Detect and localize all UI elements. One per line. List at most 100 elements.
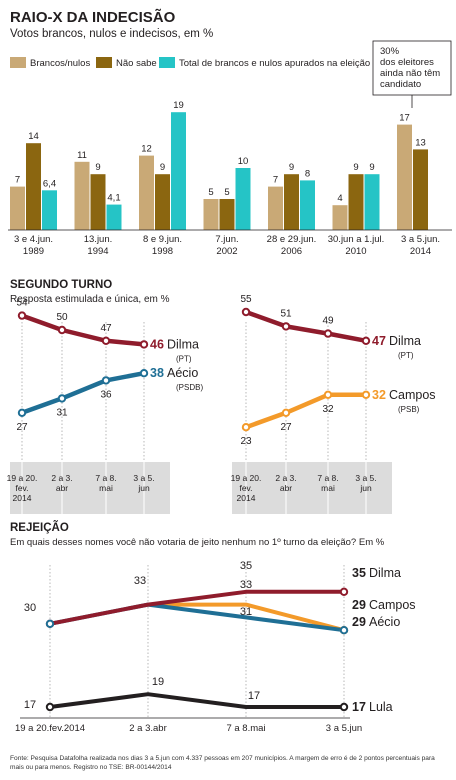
data-point — [139, 340, 149, 349]
legend-label-total: Total de brancos e nulos apurados na ele… — [179, 58, 370, 69]
chart-subtitle: Votos brancos, nulos e indecisos, em % — [10, 28, 213, 40]
legend-swatch-naosabe — [96, 57, 112, 68]
x-tick-label: jun — [137, 483, 150, 493]
bar-2-0 — [42, 190, 57, 230]
x-tick-label: jun — [359, 483, 372, 493]
bar-value-label: 9 — [289, 162, 294, 173]
bar-2-5 — [364, 174, 380, 230]
x-tick-label: 13.jun. — [84, 234, 113, 245]
data-point — [17, 408, 27, 417]
point-value-label: 47 — [100, 323, 112, 334]
series-name-label: Dilma — [389, 334, 421, 348]
x-tick-label-year: 2006 — [281, 246, 302, 257]
x-axis-band — [232, 462, 392, 514]
end-value-label: 29 — [352, 598, 366, 612]
line-campos — [245, 392, 366, 430]
data-point — [323, 329, 333, 338]
data-point — [101, 336, 111, 345]
x-tick-label-year: 2010 — [345, 246, 366, 257]
data-point — [281, 408, 291, 417]
callout-line-4: candidato — [380, 79, 421, 90]
bar-value-label: 9 — [160, 162, 165, 173]
data-point — [57, 394, 67, 403]
end-value-label: 38 — [150, 366, 164, 380]
end-value-label: 32 — [372, 388, 386, 402]
bar-value-label: 8 — [305, 168, 310, 179]
second-round-panel-2: 19 a 20.fev.2014 2 a 3.abr 7 a 8.mai 3 a 5.… — [231, 294, 436, 514]
section-title-rejeicao: REJEIÇÃO — [10, 521, 69, 534]
data-point — [339, 702, 349, 712]
x-tick-label: fev. — [239, 483, 252, 493]
x-tick-label-year: 1994 — [87, 246, 108, 257]
bar-value-label: 9 — [353, 162, 358, 173]
x-tick-label: 19 a 20. — [231, 473, 262, 483]
data-point — [323, 390, 333, 399]
x-tick-label-year: 2014 — [410, 246, 431, 257]
line-dilma — [245, 309, 367, 344]
point-value-label: 33 — [134, 575, 146, 587]
source-note: Fonte: Pesquisa Datafolha realizada nos … — [10, 755, 435, 771]
bar-value-label: 14 — [28, 131, 39, 142]
bar-2-2 — [171, 112, 186, 230]
bar-1-1 — [90, 174, 106, 230]
point-value-label: 19 — [152, 676, 164, 688]
point-value-label: 27 — [280, 422, 292, 433]
x-tick-label: 30.jun a 1.jul. — [328, 234, 385, 245]
data-point — [101, 376, 111, 385]
legend-label-naosabe: Não sabe — [116, 58, 157, 69]
bar-1-2 — [155, 174, 170, 230]
x-tick-label: 3 e 4.jun. — [14, 234, 53, 245]
series-name-label: Aécio — [369, 615, 400, 629]
end-value-label: 29 — [352, 615, 366, 629]
x-tick-label: 19 a 20.fev.2014 — [15, 723, 85, 734]
rejection-line-dilma — [49, 589, 344, 626]
bar-1-0 — [26, 143, 41, 230]
end-value-label: 47 — [372, 334, 386, 348]
point-value-label: 51 — [280, 308, 292, 319]
point-value-label: 30 — [24, 602, 36, 614]
x-tick-label: 2014 — [13, 493, 32, 503]
bar-1-6 — [413, 149, 428, 230]
x-tick-label: 8 e 9.jun. — [143, 234, 182, 245]
x-tick-label: 3 a 5. — [355, 473, 376, 483]
legend-swatch-total — [159, 57, 175, 68]
series-party-label: (PT) — [398, 351, 414, 360]
series-name-label: Lula — [369, 700, 393, 714]
bar-0-4 — [268, 186, 283, 230]
bar-0-3 — [203, 199, 219, 230]
data-point — [241, 423, 251, 432]
section-title-segundo-turno: SEGUNDO TURNO — [10, 279, 112, 291]
point-value-label: 50 — [56, 312, 68, 323]
bar-value-label: 6,4 — [43, 178, 56, 189]
x-axis-band — [10, 462, 170, 514]
series-party-label: (PT) — [176, 354, 192, 363]
x-tick-label-year: 1998 — [152, 246, 173, 257]
series-name-label: Campos — [389, 388, 436, 402]
x-tick-label: 28 e 29.jun. — [267, 234, 317, 245]
x-tick-label: mai — [321, 483, 335, 493]
end-value-label: 35 — [352, 566, 366, 580]
series-name-label: Dilma — [369, 566, 401, 580]
bar-1-5 — [348, 174, 364, 230]
bar-value-label: 17 — [399, 113, 410, 124]
point-value-label: 54 — [16, 298, 28, 309]
line-aécio — [21, 370, 145, 415]
rejection-line-lula — [49, 692, 344, 709]
bar-0-1 — [74, 161, 90, 230]
callout-line-2: dos eleitores — [380, 57, 434, 68]
point-value-label: 17 — [248, 690, 260, 702]
series-name-label: Aécio — [167, 366, 198, 380]
x-tick-label: 2014 — [237, 493, 256, 503]
callout-line-1: 30% — [380, 46, 400, 57]
x-tick-label: 2 a 3. — [51, 473, 72, 483]
data-point — [361, 336, 371, 345]
x-tick-label: 7 a 8. — [95, 473, 116, 483]
series-party-label: (PSB) — [398, 405, 420, 414]
second-round-panel-1: 19 a 20.fev.2014 2 a 3.abr 7 a 8.mai 3 a 5.… — [7, 298, 203, 514]
bar-0-0 — [10, 186, 25, 230]
callout-box — [372, 40, 452, 96]
data-point — [241, 307, 251, 317]
data-point — [281, 322, 291, 331]
